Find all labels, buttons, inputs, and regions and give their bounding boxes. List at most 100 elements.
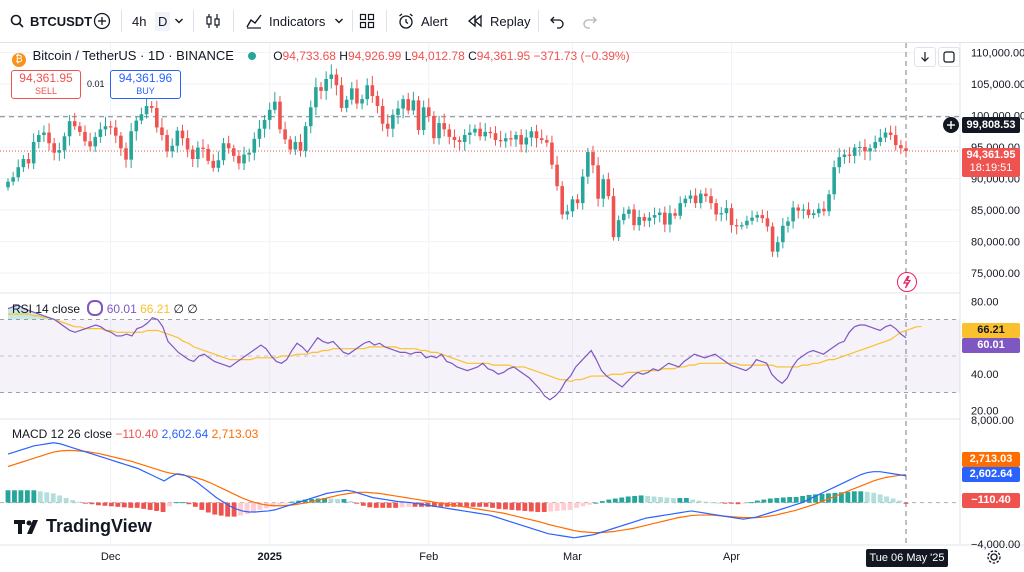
- symbol-search[interactable]: BTCUSDT: [10, 9, 92, 33]
- macd-line: [7, 442, 907, 539]
- macd-signal-tag: 2,713.03: [962, 452, 1020, 467]
- macd-histogram-bar: [554, 502, 560, 511]
- buy-button[interactable]: 94,361.96 BUY: [110, 70, 181, 99]
- macd-histogram-bar: [890, 498, 896, 503]
- candle-body: [514, 135, 518, 140]
- market-open-dot: [247, 52, 256, 60]
- macd-tick-label: −4,000.00: [971, 539, 1020, 551]
- fullscreen-button[interactable]: [938, 47, 960, 67]
- candle-body: [524, 137, 529, 145]
- macd-histogram-bar: [722, 502, 728, 504]
- macd-histogram-bar: [347, 501, 353, 503]
- layouts-button[interactable]: [359, 9, 375, 33]
- candle-body: [781, 225, 785, 243]
- macd-signal-value: 2,713.03: [211, 427, 259, 441]
- macd-histogram-bar: [24, 490, 30, 503]
- candle-body: [750, 217, 754, 221]
- candle-body: [837, 157, 842, 168]
- undo-icon: [550, 16, 564, 29]
- macd-histogram-bar: [399, 502, 405, 508]
- price-tick-label: 85,000.00: [971, 205, 1020, 217]
- candle-body: [175, 130, 180, 146]
- candle-body: [791, 207, 795, 222]
- candle-body: [462, 135, 467, 142]
- candle-body: [370, 85, 375, 96]
- candle-body: [401, 99, 405, 109]
- candle-body: [26, 158, 31, 164]
- chart-canvas[interactable]: 75,000.0080,000.0085,000.0090,000.0095,0…: [0, 43, 1024, 572]
- candle-body: [124, 148, 128, 160]
- low-value: 94,012.78: [411, 49, 465, 63]
- macd-histogram-bar: [716, 502, 722, 504]
- candle-body: [637, 216, 641, 226]
- candle-body: [36, 135, 41, 142]
- chart-settings-button[interactable]: [986, 549, 1002, 570]
- candle-body: [811, 213, 816, 216]
- change-value: −371.73 (−0.39%): [533, 49, 630, 63]
- candle-body: [719, 213, 724, 215]
- candle-body: [252, 138, 257, 153]
- candle-body: [878, 137, 883, 142]
- macd-histogram-bar: [877, 494, 883, 503]
- rsi-line: [7, 304, 907, 401]
- macd-histogram-bar: [858, 491, 864, 503]
- event-flag-button[interactable]: [897, 272, 917, 292]
- alert-button[interactable]: Alert: [397, 9, 448, 33]
- last-price-value: 94,361.95: [966, 149, 1016, 161]
- macd-histogram-bar: [477, 502, 483, 507]
- chart-type-button[interactable]: [204, 9, 222, 33]
- macd-value: 2,602.64: [161, 427, 209, 441]
- macd-histogram-bar: [496, 502, 502, 509]
- axis-layer: 75,000.0080,000.0085,000.0090,000.0095,0…: [101, 47, 1024, 563]
- macd-histogram-bar: [696, 500, 702, 503]
- macd-name: MACD 12 26 close: [12, 427, 113, 441]
- add-alert-button[interactable]: [943, 117, 959, 133]
- interval-d-button[interactable]: D: [155, 9, 171, 33]
- undo-button[interactable]: [549, 9, 565, 33]
- rsi-settings-icon[interactable]: [87, 300, 104, 316]
- tradingview-logo-text: TradingView: [46, 516, 152, 536]
- candle-body: [226, 143, 231, 149]
- candle-body: [796, 207, 801, 211]
- candle-body: [539, 138, 544, 141]
- macd-histogram-bar: [671, 498, 676, 503]
- macd-histogram-bar: [535, 502, 541, 512]
- candle-body: [714, 203, 718, 215]
- scroll-to-latest-button[interactable]: [914, 47, 936, 67]
- macd-histogram-bar: [70, 500, 76, 503]
- macd-histogram-bar: [180, 502, 185, 504]
- redo-button[interactable]: [582, 9, 598, 33]
- compare-symbol-button[interactable]: [93, 9, 111, 33]
- interval-dropdown-button[interactable]: [174, 9, 184, 33]
- candle-body: [575, 199, 580, 204]
- sell-button[interactable]: 94,361.95 SELL: [11, 70, 81, 99]
- interval-4h-button[interactable]: 4h: [132, 9, 146, 33]
- candle-body: [406, 99, 411, 111]
- candle-body: [668, 213, 672, 225]
- candle-body: [442, 123, 446, 130]
- candle-body: [355, 88, 359, 104]
- macd-histogram-bar: [96, 502, 101, 506]
- macd-histogram-bar: [309, 499, 315, 503]
- macd-histogram-bar: [108, 502, 114, 507]
- rsi-tick-label: 40.00: [971, 369, 999, 381]
- macd-histogram-bar: [793, 496, 799, 503]
- macd-histogram-bar: [638, 495, 644, 503]
- macd-histogram-bar: [464, 502, 470, 507]
- candle-body: [452, 136, 457, 141]
- main-legend: ₿ Bitcoin / TetherUS · 1D · BINANCE O94,…: [12, 48, 630, 67]
- indicators-dropdown-button[interactable]: [334, 9, 344, 33]
- indicators-button[interactable]: Indicators: [245, 9, 325, 33]
- macd-histogram-bar: [787, 496, 793, 503]
- candle-body: [509, 138, 513, 140]
- candle-body: [729, 208, 734, 226]
- replay-button[interactable]: Replay: [466, 9, 530, 33]
- bitcoin-icon: ₿: [12, 53, 26, 67]
- candle-body: [247, 152, 251, 155]
- candle-body: [498, 140, 503, 142]
- candle-body: [765, 218, 770, 227]
- macd-histogram-bar: [367, 502, 373, 508]
- macd-histogram-bar: [742, 502, 747, 504]
- close-value: 94,361.95: [476, 49, 531, 63]
- spread-value: 0.01: [87, 79, 105, 89]
